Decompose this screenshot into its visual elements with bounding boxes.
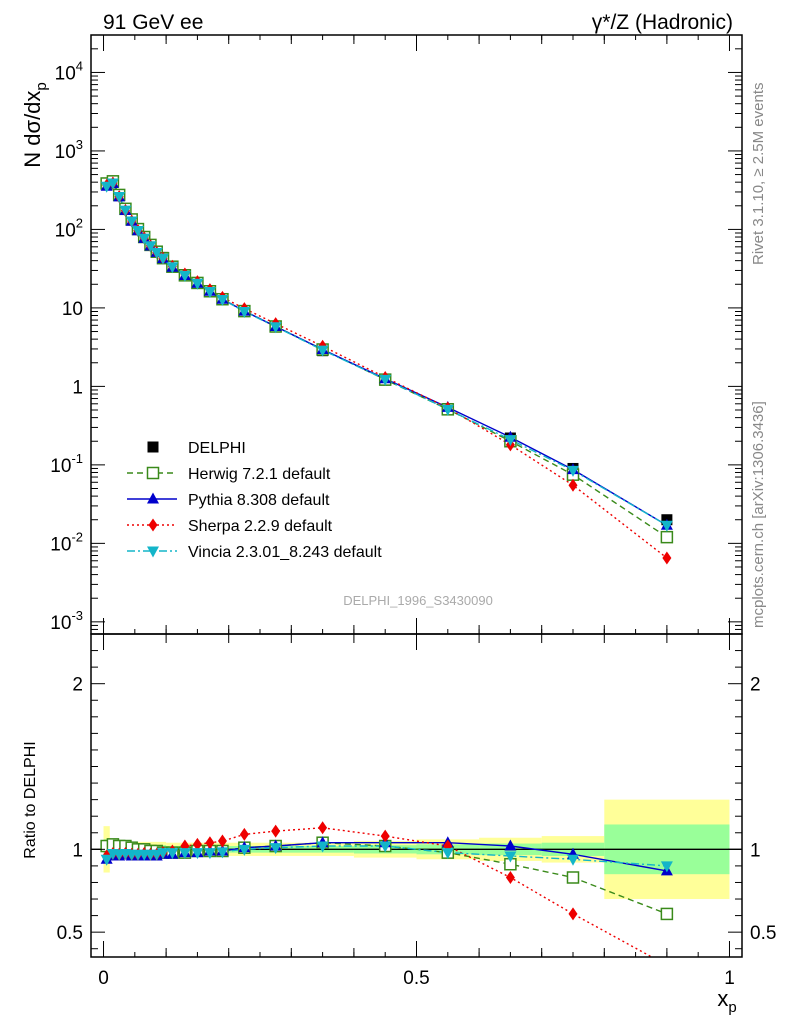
rivet-label: Rivet 3.1.10, ≥ 2.5M events: [750, 83, 767, 266]
main-point-vincia-17: [316, 345, 329, 357]
main-point-vincia-8: [150, 247, 163, 259]
main-point-vincia-12: [191, 278, 204, 290]
x-tick-label-0: 0: [98, 968, 109, 989]
ratio-y-tick-label-0: 0.5: [57, 923, 83, 944]
main-y-tick-label-2: 10-1: [50, 451, 83, 477]
ratio-point-sherpa-21: [568, 907, 578, 921]
ratio-point-vincia-13: [203, 848, 216, 860]
x-axis-label-main: x: [717, 986, 728, 1011]
legend-label-sherpa: Sherpa 2.2.9 default: [188, 518, 333, 535]
main-y-tick-label-3: 1: [72, 377, 83, 398]
main-point-sherpa-22: [662, 551, 672, 565]
ratio-y-tick-label-1: 1: [72, 840, 83, 861]
ratio-point-sherpa-15: [239, 827, 249, 841]
ratio-point-vincia-10: [166, 848, 179, 860]
main-y-axis-label-sub: p: [33, 82, 50, 90]
main-y-axis-label-main: N dσ/dx: [20, 91, 45, 168]
main-y-tick-label-4: 10: [62, 299, 83, 320]
legend-label-herwig: Herwig 7.2.1 default: [188, 466, 331, 483]
x-axis-label-sub: p: [728, 999, 736, 1016]
main-point-vincia-3: [119, 205, 132, 217]
watermark: DELPHI_1996_S3430090: [343, 593, 493, 608]
main-y-tick-label-1: 10-2: [50, 529, 83, 555]
main-point-sherpa-21: [568, 478, 578, 492]
mcplots-label: mcplots.cern.ch [arXiv:1306.3436]: [750, 401, 767, 628]
main-y-tick-label-6: 103: [55, 137, 83, 163]
ratio-point-sherpa-14: [217, 834, 227, 848]
main-point-vincia-9: [156, 253, 169, 265]
legend-label-pythia: Pythia 8.308 default: [188, 492, 330, 509]
ratio-point-herwig-22: [660, 907, 674, 921]
ratio-point-vincia-12: [191, 848, 204, 860]
ratio-point-vincia-16: [269, 843, 282, 855]
ratio-point-vincia-17: [316, 841, 329, 853]
ratio-point-vincia-20: [504, 851, 517, 863]
ratio-point-sherpa-20: [505, 870, 515, 884]
energy-label: 91 GeV ee: [103, 11, 203, 34]
ratio-y-tick-label-right-2: 2: [750, 675, 761, 696]
legend-label-data: DELPHI: [188, 440, 246, 457]
x-axis-label: xp: [717, 986, 736, 1016]
legend-marker-vincia: [147, 546, 159, 558]
main-point-vincia-22: [660, 520, 673, 532]
ratio-y-axis-label: Ratio to DELPHI: [22, 741, 39, 858]
ratio-point-vincia-0: [100, 854, 113, 866]
legend-marker-pythia: [147, 492, 159, 504]
main-point-vincia-7: [144, 241, 157, 253]
ratio-y-tick-label-right-1: 1: [750, 840, 761, 861]
main-point-vincia-1: [106, 178, 119, 190]
main-point-vincia-14: [216, 294, 229, 306]
legend-label-vincia: Vincia 2.3.01_8.243 default: [188, 544, 382, 561]
process-label: γ*/Z (Hadronic): [592, 11, 733, 34]
main-line-herwig: [106, 180, 668, 538]
main-point-vincia-13: [203, 286, 216, 298]
legend-marker-data: [147, 441, 159, 453]
ratio-point-sherpa-12: [192, 837, 202, 851]
ratio-y-tick-label-2: 2: [72, 675, 83, 696]
ratio-plot-frame: [90, 633, 743, 958]
legend-marker-herwig: [146, 466, 160, 480]
main-point-vincia-21: [566, 465, 579, 477]
main-line-vincia: [106, 182, 668, 526]
ratio-point-vincia-22: [660, 861, 673, 873]
main-point-vincia-15: [238, 306, 251, 318]
main-point-vincia-19: [441, 404, 454, 416]
ratio-point-vincia-9: [156, 848, 169, 860]
main-y-tick-label-0: 10-3: [50, 608, 83, 634]
ratio-point-sherpa-13: [205, 836, 215, 850]
main-point-vincia-18: [379, 374, 392, 386]
main-y-tick-label-5: 102: [55, 215, 83, 241]
legend: DELPHI Herwig 7.2.1 default Pythia 8.308 d…: [127, 440, 382, 561]
main-y-axis-label: N dσ/dxp: [20, 82, 50, 168]
ratio-point-vincia-21: [566, 854, 579, 866]
x-tick-label-1: 0.5: [403, 968, 429, 989]
main-point-herwig-22: [660, 530, 674, 544]
main-point-vincia-0: [100, 181, 113, 193]
legend-marker-sherpa: [148, 518, 158, 532]
main-y-tick-label-7: 104: [55, 58, 83, 84]
main-point-vincia-16: [269, 322, 282, 334]
ratio-y-tick-label-right-0: 0.5: [750, 923, 776, 944]
ratio-point-herwig-21: [566, 871, 580, 884]
ratio-point-sherpa-17: [318, 821, 328, 835]
main-point-vincia-11: [178, 270, 191, 282]
ratio-point-vincia-14: [216, 847, 229, 859]
main-point-vincia-4: [125, 216, 138, 228]
main-point-vincia-2: [113, 191, 126, 203]
ratio-point-sherpa-18: [380, 829, 390, 843]
x-tick-label-2: 1: [724, 968, 735, 989]
ratio-point-pythia-20: [504, 839, 517, 851]
main-point-vincia-10: [166, 262, 179, 274]
main-point-vincia-6: [138, 233, 151, 245]
ratio-point-sherpa-16: [271, 824, 281, 838]
main-point-vincia-5: [131, 225, 144, 237]
ratio-point-vincia-15: [238, 844, 251, 856]
ratio-point-vincia-18: [379, 841, 392, 853]
main-point-vincia-20: [504, 435, 517, 447]
ratio-point-vincia-19: [441, 848, 454, 860]
ratio-point-vincia-11: [178, 848, 191, 860]
